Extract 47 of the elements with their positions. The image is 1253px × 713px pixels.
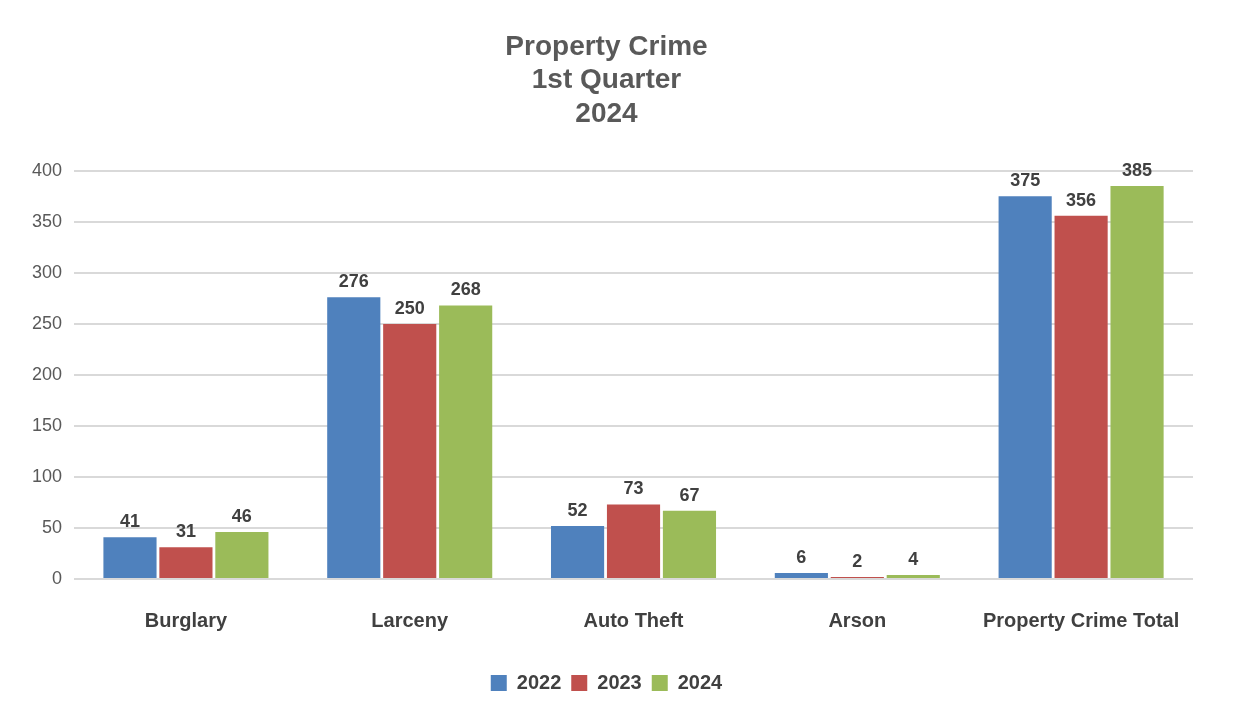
data-label: 52 bbox=[567, 499, 588, 520]
y-tick-label: 0 bbox=[52, 567, 63, 588]
x-tick-label: Arson bbox=[828, 608, 887, 631]
data-label: 4 bbox=[908, 548, 919, 569]
bar bbox=[215, 532, 269, 578]
x-tick-label: Property Crime Total bbox=[982, 608, 1180, 631]
data-label: 375 bbox=[1010, 170, 1041, 191]
bar bbox=[1110, 186, 1164, 578]
data-label: 276 bbox=[338, 271, 369, 292]
bar bbox=[383, 323, 437, 578]
data-label: 31 bbox=[175, 521, 196, 542]
bar bbox=[1054, 215, 1108, 578]
bar bbox=[606, 504, 661, 578]
data-label: 2 bbox=[852, 550, 863, 571]
bar bbox=[159, 547, 213, 578]
bar bbox=[103, 537, 157, 578]
data-label: 67 bbox=[679, 484, 700, 505]
bar bbox=[550, 525, 605, 578]
x-tick-label: Auto Theft bbox=[583, 608, 684, 631]
data-label: 41 bbox=[119, 511, 140, 532]
bar bbox=[774, 572, 828, 578]
y-tick-label: 200 bbox=[31, 363, 63, 384]
data-label: 356 bbox=[1066, 189, 1097, 210]
legend-label: 2022 bbox=[516, 670, 562, 693]
data-label: 6 bbox=[796, 546, 807, 567]
data-label: 385 bbox=[1122, 160, 1153, 181]
y-tick-label: 100 bbox=[31, 465, 63, 486]
data-label: 46 bbox=[231, 506, 252, 527]
data-label: 268 bbox=[450, 279, 481, 300]
bar bbox=[662, 510, 717, 578]
y-tick-label: 300 bbox=[31, 261, 63, 282]
bar bbox=[886, 574, 940, 578]
bar bbox=[327, 297, 381, 578]
legend-label: 2024 bbox=[677, 670, 724, 693]
chart-title: Property Crime 1st Quarter 2024 bbox=[505, 29, 708, 128]
y-tick-label: 50 bbox=[42, 516, 63, 537]
x-tick-label: Larceny bbox=[371, 608, 449, 631]
y-tick-label: 150 bbox=[31, 414, 63, 435]
bar bbox=[998, 196, 1052, 578]
bar bbox=[439, 305, 493, 578]
x-tick-label: Burglary bbox=[144, 608, 228, 631]
data-label: 250 bbox=[394, 297, 425, 318]
data-label: 73 bbox=[623, 478, 644, 499]
y-tick-label: 400 bbox=[31, 159, 63, 180]
y-tick-label: 250 bbox=[31, 312, 63, 333]
legend-label: 2023 bbox=[597, 670, 642, 693]
y-tick-label: 350 bbox=[31, 210, 63, 231]
